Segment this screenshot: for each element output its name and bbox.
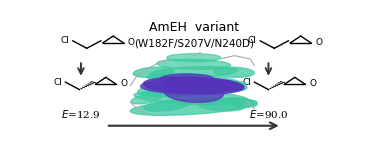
Text: Cl: Cl xyxy=(60,36,69,45)
Text: (W182F/S207V/N240D): (W182F/S207V/N240D) xyxy=(134,39,254,49)
Text: $\it{E}$=12.9: $\it{E}$=12.9 xyxy=(61,108,101,120)
Text: O: O xyxy=(120,79,127,88)
Text: Cl: Cl xyxy=(248,36,257,45)
Text: O: O xyxy=(127,38,135,47)
Text: O: O xyxy=(315,38,322,47)
Text: AmEH  variant: AmEH variant xyxy=(149,21,239,34)
Text: $\it{E}$=90.0: $\it{E}$=90.0 xyxy=(249,108,288,120)
Text: Cl: Cl xyxy=(53,78,62,87)
Text: Cl: Cl xyxy=(242,78,251,87)
Text: O: O xyxy=(309,79,316,88)
